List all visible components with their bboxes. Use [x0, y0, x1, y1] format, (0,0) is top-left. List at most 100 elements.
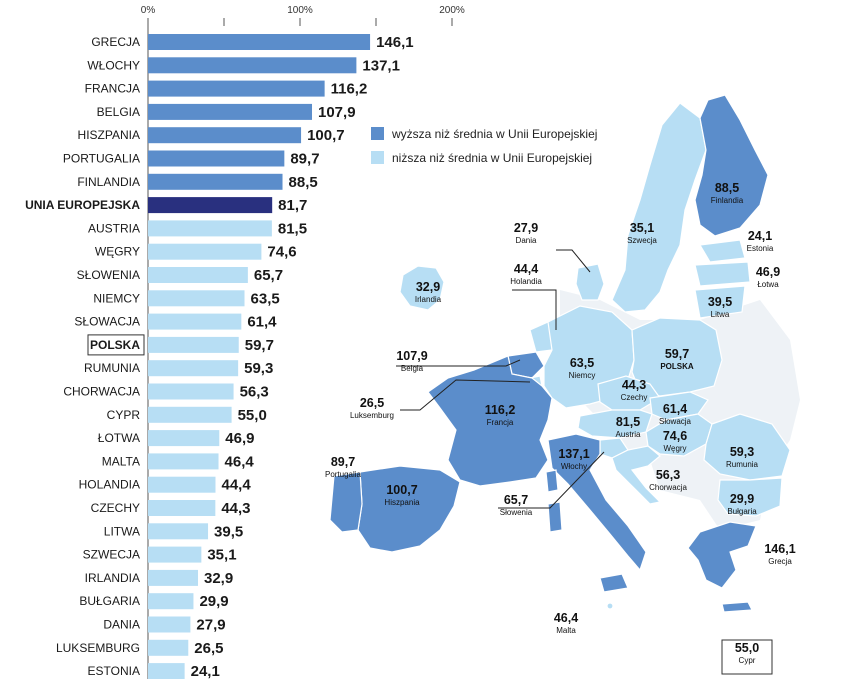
bar	[148, 383, 234, 400]
category-label: CHORWACJA	[63, 385, 140, 399]
category-label: HISZPANIA	[78, 128, 140, 142]
category-label: SZWECJA	[83, 548, 140, 562]
map-country-litwa	[694, 285, 746, 319]
bar	[148, 197, 273, 214]
x-tick-label: 200%	[439, 5, 465, 16]
map-value-portugalia: 89,7	[331, 455, 355, 469]
value-label: 27,9	[196, 617, 225, 634]
category-label: ŁOTWA	[98, 431, 140, 445]
value-label: 46,9	[225, 430, 254, 447]
map-country-francja	[427, 355, 553, 487]
bar	[148, 336, 239, 353]
map-value-belgia: 107,9	[396, 349, 427, 363]
category-highlight-box	[87, 334, 145, 356]
map-name-slowenia: Słowenia	[500, 508, 533, 517]
map-value-litwa: 39,5	[708, 295, 732, 309]
x-tick-label: 0%	[141, 5, 156, 16]
value-label: 46,4	[225, 453, 255, 470]
leader-holandia	[512, 289, 557, 330]
bar	[148, 593, 194, 610]
map-country-portugalia	[329, 471, 363, 533]
map-name-belgia: Belgia	[401, 364, 424, 373]
category-label: LUKSEMBURG	[56, 641, 140, 655]
map-name-wegry: Węgry	[663, 444, 686, 453]
bar	[148, 127, 302, 144]
map-value-austria: 81,5	[616, 415, 640, 429]
map-value-chorwacja: 56,3	[656, 468, 680, 482]
value-label: 39,5	[214, 523, 243, 540]
map-value-polska: 59,7	[665, 347, 689, 361]
map-value-luksemburg: 26,5	[360, 396, 384, 410]
value-label: 35,1	[207, 547, 236, 564]
value-label: 65,7	[254, 267, 283, 284]
map-value-estonia: 24,1	[748, 229, 772, 243]
bar	[148, 453, 219, 470]
legend-swatch-below	[371, 151, 384, 164]
category-label: GRECJA	[91, 35, 140, 49]
bar	[148, 546, 202, 563]
category-label: IRLANDIA	[85, 571, 140, 585]
bar	[148, 267, 248, 283]
map-country-czechy	[597, 375, 661, 411]
map-country-dania	[575, 263, 605, 301]
map-value-lotwa: 46,9	[756, 265, 780, 279]
category-label: NIEMCY	[93, 291, 140, 305]
map-name-austria: Austria	[616, 430, 641, 439]
category-label: POLSKA	[90, 338, 140, 352]
bar	[148, 34, 371, 50]
value-label: 44,3	[221, 500, 250, 517]
bar	[148, 616, 191, 633]
legend-label-above: wyższa niż średnia w Unii Europejskiej	[391, 127, 597, 141]
category-label: ESTONIA	[88, 664, 140, 678]
category-label: BUŁGARIA	[79, 594, 140, 608]
bar	[148, 523, 209, 540]
bar	[148, 500, 216, 516]
map-country-sardynia	[547, 501, 563, 533]
category-label: WŁOCHY	[87, 58, 140, 72]
category-label: CYPR	[107, 408, 141, 422]
bar	[148, 57, 357, 74]
map-value-finlandia: 88,5	[715, 181, 739, 195]
bar	[148, 663, 185, 679]
bar	[148, 360, 239, 377]
value-label: 89,7	[290, 151, 319, 168]
map-name-finlandia: Finlandia	[711, 196, 744, 205]
map-value-cypr: 55,0	[735, 641, 759, 655]
map-name-hiszpania: Hiszpania	[384, 498, 420, 507]
bar	[148, 406, 232, 423]
category-label: PORTUGALIA	[63, 152, 140, 166]
category-label: FRANCJA	[85, 82, 140, 96]
map-name-chorwacja: Chorwacja	[649, 483, 687, 492]
map-name-francja: Francja	[487, 418, 514, 427]
value-label: 24,1	[191, 663, 220, 679]
map-value-holandia: 44,4	[514, 262, 538, 276]
category-label: HOLANDIA	[79, 478, 140, 492]
map-name-estonia: Estonia	[747, 244, 774, 253]
x-tick-label: 100%	[287, 5, 313, 16]
map-value-niemcy: 63,5	[570, 356, 594, 370]
map-value-wegry: 74,6	[663, 429, 687, 443]
map-name-bulgaria: Bułgaria	[727, 507, 757, 516]
bar-rows: GRECJA 146,1 WŁOCHY 137,1 FRANCJA 116,2 BELGIA…	[25, 34, 414, 679]
map-name-rumunia: Rumunia	[726, 460, 759, 469]
category-label: BELGIA	[97, 105, 140, 119]
value-label: 81,5	[278, 220, 307, 237]
value-label: 107,9	[318, 104, 356, 121]
map-country-lotwa	[694, 261, 751, 287]
map-value-bulgaria: 29,9	[730, 492, 754, 506]
map-name-wlochy: Włochy	[561, 462, 587, 471]
bar	[148, 569, 199, 586]
map-country-finlandia	[694, 94, 769, 237]
bar	[148, 476, 216, 493]
category-label: AUSTRIA	[88, 221, 140, 235]
legend-label-below: niższa niż średnia w Unii Europejskiej	[392, 151, 592, 165]
map-name-polska: POLSKA	[660, 362, 694, 371]
map-name-luksemburg: Luksemburg	[350, 411, 394, 420]
category-label: CZECHY	[91, 501, 140, 515]
map-name-malta: Malta	[556, 626, 576, 635]
value-label: 32,9	[204, 570, 233, 587]
map-name-irlandia: Irlandia	[415, 295, 442, 304]
value-label: 26,5	[194, 640, 223, 657]
value-label: 116,2	[331, 81, 368, 98]
